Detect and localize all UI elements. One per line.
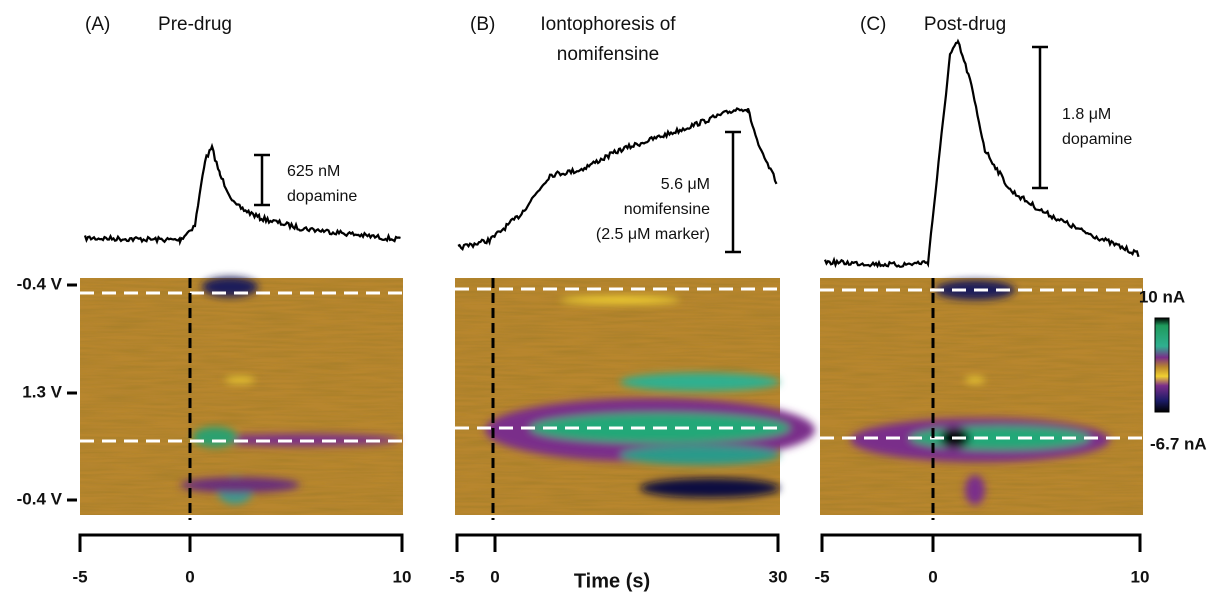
x-tick-label: -5 [814, 567, 829, 586]
color-plot-texture [80, 278, 403, 515]
panel: (C) Post-drug 1.8 μM dopamine -5 0 10 [814, 14, 1149, 586]
color-feature [965, 475, 985, 505]
trace [823, 38, 1140, 269]
color-feature [620, 445, 780, 465]
x-tick-label: 0 [928, 567, 937, 586]
colorbar-max: 10 nA [1139, 287, 1185, 306]
color-feature [180, 477, 300, 493]
scale-bar-label: 625 nM [287, 163, 340, 180]
scale-bar-label: 5.6 μM [661, 176, 710, 193]
x-tick-label: -5 [449, 567, 464, 586]
color-feature [620, 373, 780, 391]
scale-bar [1032, 45, 1048, 190]
scale-bar-label: dopamine [1062, 131, 1132, 148]
panel-label: (B) [470, 14, 495, 35]
scale-bar [725, 130, 741, 254]
scale-bar-label: 1.8 μM [1062, 106, 1111, 123]
trace [83, 142, 401, 247]
color-feature [965, 377, 985, 383]
panel-label: (A) [85, 14, 110, 35]
y-label: 1.3 V [22, 382, 62, 401]
panel: (A) Pre-drug 625 nM dopamine -5 0 10 [72, 14, 411, 586]
y-label: -0.4 V [17, 489, 63, 508]
colorbar [1154, 317, 1170, 413]
scale-bar-label: nomifensine [624, 201, 710, 218]
x-tick-label: 10 [1131, 567, 1150, 586]
panel-label: (C) [860, 14, 886, 35]
panel-title: Iontophoresis of [540, 14, 676, 35]
color-plot-texture [455, 278, 780, 515]
color-feature [225, 377, 255, 383]
colorbar-min: -6.7 nA [1150, 434, 1207, 453]
y-label: -0.4 V [17, 274, 63, 293]
color-feature [193, 427, 237, 447]
panel-title: nomifensine [557, 44, 659, 65]
scale-bar-label: (2.5 μM marker) [596, 226, 710, 243]
color-feature [640, 478, 780, 498]
scale-bar [254, 153, 270, 207]
x-tick-label: -5 [72, 567, 87, 586]
color-plot-texture [820, 278, 1143, 515]
root: (A) Pre-drug 625 nM dopamine -5 0 10 (B) Iontoph… [17, 14, 1207, 592]
x-tick-label: 0 [185, 567, 194, 586]
panel-title: Post-drug [924, 14, 1006, 35]
x-tick-label: 10 [393, 567, 412, 586]
panel: (B) Iontophoresis of nomifensine 5.6 μM nomi… [449, 14, 815, 586]
x-tick-label: 30 [769, 567, 788, 586]
panel-title: Pre-drug [158, 14, 232, 35]
color-plot-features [485, 296, 815, 498]
color-feature [202, 277, 258, 297]
color-feature [560, 296, 680, 304]
trace [457, 107, 778, 251]
x-axis-title: Time (s) [574, 570, 650, 592]
x-tick-label: 0 [490, 567, 499, 586]
x-axis [455, 533, 780, 552]
scale-bar-label: dopamine [287, 188, 357, 205]
x-axis [820, 533, 1142, 552]
x-axis [78, 533, 404, 552]
